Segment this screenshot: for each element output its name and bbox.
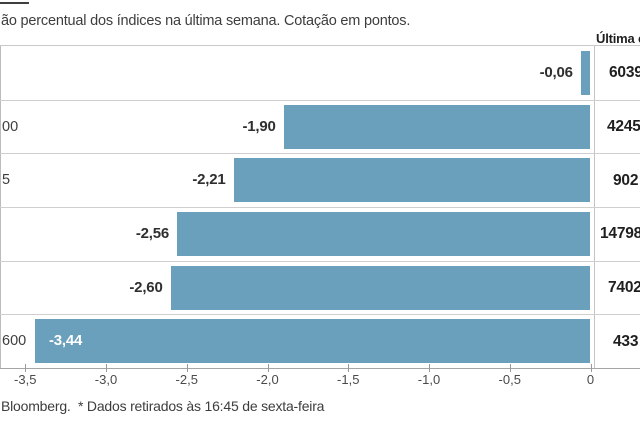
- last-quote-value: 433: [613, 332, 639, 350]
- x-tick-label: -0,5: [498, 372, 521, 387]
- x-tick: [25, 364, 27, 372]
- row-separator: [0, 260, 640, 262]
- source-note: Bloomberg. * Dados retirados às 16:45 de…: [1, 398, 325, 414]
- bar-value-label: -0,06: [539, 63, 573, 81]
- x-tick-label: 0: [586, 372, 595, 387]
- bar: [233, 158, 591, 203]
- row-separator: [0, 153, 640, 155]
- x-tick-label: -2,0: [256, 372, 279, 387]
- x-tick-label: -1,5: [337, 372, 360, 387]
- row-separator: [0, 99, 640, 101]
- last-quote-value: 6039: [609, 64, 640, 82]
- row-separator: [0, 207, 640, 208]
- category-label-fragment: 00: [2, 118, 19, 135]
- bar-value-label: -2,56: [135, 224, 170, 242]
- x-tick-label: -3,5: [14, 372, 37, 387]
- x-tick-label: -1,0: [417, 372, 441, 387]
- bar-value-label: -1,90: [242, 117, 276, 135]
- x-tick: [348, 364, 350, 372]
- last-quote-value: 4245: [607, 118, 640, 135]
- bar: [34, 319, 591, 364]
- x-tick: [267, 364, 269, 372]
- category-label-fragment: 5: [2, 172, 11, 189]
- bar-value-label: -3,44: [48, 332, 83, 350]
- header-divider-line: [0, 45, 640, 46]
- x-tick: [186, 364, 188, 372]
- bar: [580, 51, 591, 95]
- last-quote-value: 7402: [608, 279, 640, 296]
- x-tick: [509, 364, 511, 372]
- cropped-headline-rule: [0, 2, 29, 4]
- bar: [177, 212, 591, 256]
- x-tick-label: -3,0: [94, 372, 118, 387]
- x-tick-label: -2,5: [175, 372, 198, 387]
- row-separator: [0, 314, 640, 316]
- category-label-fragment: 600: [2, 333, 27, 350]
- last-quote-value: 902: [613, 171, 639, 189]
- last-quote-column-header: Última co: [596, 31, 640, 46]
- bar: [170, 265, 591, 310]
- x-tick: [106, 364, 107, 372]
- x-tick: [429, 364, 430, 372]
- bar-value-label: -2,60: [129, 278, 163, 296]
- x-axis-line: [0, 368, 640, 369]
- last-quote-value: 14798: [600, 225, 640, 243]
- bar: [283, 104, 591, 149]
- x-tick: [590, 364, 592, 372]
- bar-value-label: -2,21: [192, 171, 226, 189]
- chart-subtitle: ão percentual dos índices na última sema…: [1, 13, 411, 29]
